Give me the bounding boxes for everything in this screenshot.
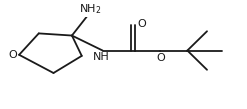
Text: NH$_2$: NH$_2$	[79, 2, 102, 16]
Text: O: O	[156, 53, 165, 63]
Text: O: O	[9, 50, 17, 60]
Text: O: O	[137, 19, 146, 29]
Text: NH: NH	[93, 52, 110, 62]
